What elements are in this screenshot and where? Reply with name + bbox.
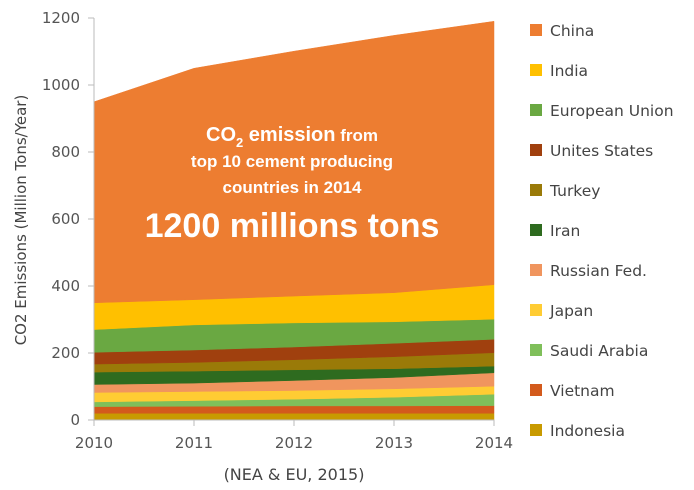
legend-label-iran: Iran	[550, 222, 580, 240]
legend-label-japan: Japan	[549, 302, 593, 320]
legend-label-european-union: European Union	[550, 102, 674, 120]
legend-label-vietnam: Vietnam	[550, 382, 615, 400]
x-tick-label: 2014	[475, 434, 513, 452]
legend-label-india: India	[550, 62, 588, 80]
annotation-line-4: 1200 millions tons	[145, 207, 440, 245]
legend-label-turkey: Turkey	[549, 182, 600, 200]
y-tick-label: 800	[51, 143, 80, 161]
annotation-emission: emission	[243, 124, 335, 146]
y-axis: 0 200 400 600 800 1000 1200	[42, 9, 95, 429]
x-tick-label: 2013	[375, 434, 413, 452]
legend-swatch-vietnam	[530, 384, 542, 396]
y-tick-label: 600	[51, 210, 80, 228]
legend-swatch-iran	[530, 224, 542, 236]
annotation-line-3: countries in 2014	[223, 178, 362, 197]
legend-swatch-turkey	[530, 184, 542, 196]
y-axis-title: CO2 Emissions (Million Tons/Year)	[12, 95, 30, 346]
legend-swatch-saudi-arabia	[530, 344, 542, 356]
y-tick-label: 400	[51, 277, 80, 295]
y-tick-label: 1000	[42, 76, 80, 94]
x-axis-title: (NEA & EU, 2015)	[224, 465, 365, 484]
chart-annotation: CO2 emission from top 10 cement producin…	[145, 124, 440, 245]
legend-swatch-russian-fed	[530, 264, 542, 276]
area-layer	[93, 21, 495, 421]
legend-swatch-indonesia	[530, 424, 542, 436]
legend-swatch-india	[530, 64, 542, 76]
legend-swatch-china	[530, 24, 542, 36]
legend-label-china: China	[550, 22, 594, 40]
legend-swatch-unites-states	[530, 144, 542, 156]
y-tick-label: 1200	[42, 9, 80, 27]
annotation-line-2: top 10 cement producing	[191, 152, 393, 171]
y-tick-label: 200	[51, 344, 80, 362]
legend-label-unites-states: Unites States	[550, 142, 653, 160]
area-china	[93, 21, 495, 304]
x-tick-label: 2011	[175, 434, 213, 452]
area-vietnam	[93, 405, 495, 414]
legend: China India European Union Unites States Tur…	[530, 22, 674, 440]
x-axis: 2010 2011 2012 2013 2014	[75, 419, 513, 452]
annotation-subscript: 2	[236, 135, 243, 150]
annotation-line-1: CO2 emission from	[206, 124, 378, 150]
x-tick-label: 2010	[75, 434, 113, 452]
area-indonesia	[93, 413, 495, 421]
annotation-co: CO	[206, 124, 236, 146]
annotation-from: from	[336, 126, 379, 145]
legend-label-saudi-arabia: Saudi Arabia	[550, 342, 648, 360]
y-tick-label: 0	[70, 411, 80, 429]
legend-label-russian-fed: Russian Fed.	[550, 262, 647, 280]
legend-swatch-european-union	[530, 104, 542, 116]
legend-label-indonesia: Indonesia	[550, 422, 625, 440]
x-tick-label: 2012	[275, 434, 313, 452]
legend-swatch-japan	[530, 304, 542, 316]
